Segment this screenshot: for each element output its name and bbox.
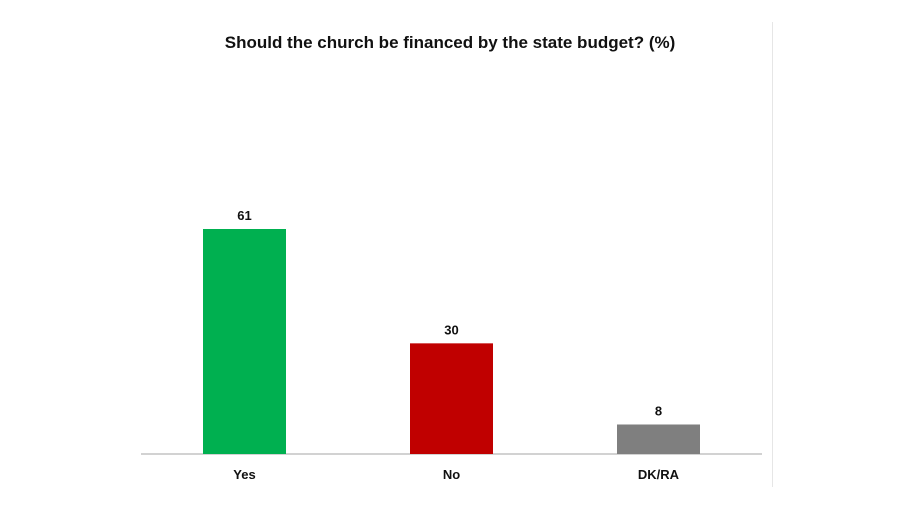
data-label: 30	[444, 322, 458, 337]
chart-frame-border	[772, 22, 773, 487]
x-tick-label: Yes	[233, 467, 255, 482]
bar-yes	[203, 229, 286, 454]
data-label: 8	[655, 403, 662, 418]
bar-dk-ra	[617, 424, 700, 454]
data-label: 61	[237, 208, 251, 223]
bar-no	[410, 343, 493, 454]
chart-title: Should the church be financed by the sta…	[224, 33, 676, 52]
x-tick-label: DK/RA	[638, 467, 680, 482]
x-tick-label: No	[443, 467, 460, 482]
